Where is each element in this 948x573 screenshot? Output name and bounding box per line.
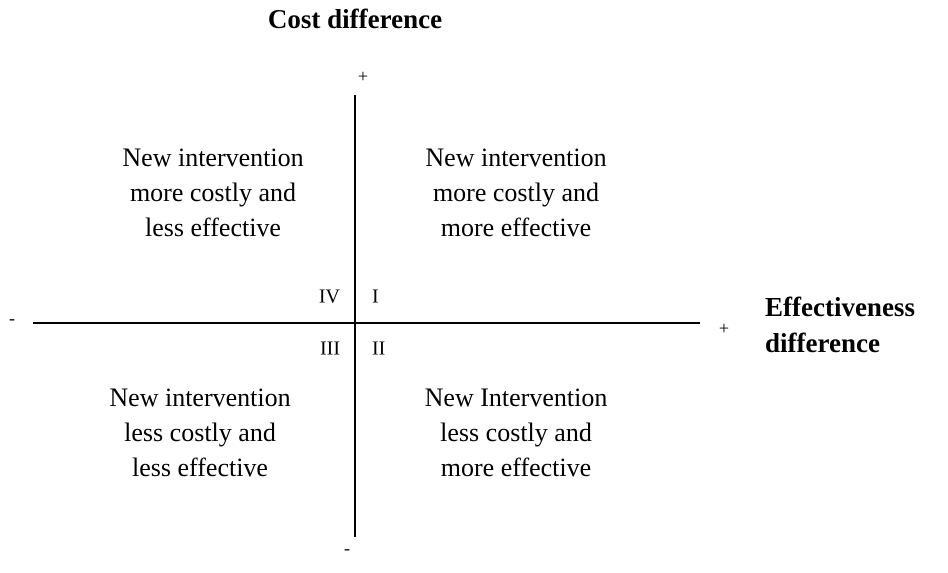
quadrant-text: New intervention [109, 383, 290, 412]
quadrant-text: less costly and [440, 418, 592, 447]
x-axis-label: Effectiveness [765, 292, 915, 322]
quadrant-numeral: IV [319, 286, 341, 308]
title: Cost difference [268, 4, 442, 34]
quadrant-text: less effective [132, 453, 268, 482]
quadrant-texts: New intervention more costly and more effe… [109, 143, 607, 482]
quadrant-numeral: III [320, 338, 340, 360]
quadrant-text: more effective [441, 453, 591, 482]
x-axis-right-sign: + [719, 318, 729, 338]
quadrant-text: New Intervention [425, 383, 608, 412]
quadrant-text: more costly and [433, 178, 599, 207]
y-axis-bottom-sign: - [344, 538, 350, 558]
quadrant-text: more effective [441, 213, 591, 242]
quadrant-text: less effective [145, 213, 281, 242]
quadrant-text: New intervention [425, 143, 606, 172]
y-axis-top-sign: + [358, 66, 368, 86]
x-axis-label: difference [765, 328, 880, 358]
x-axis-left-sign: - [9, 308, 15, 328]
quadrant-text: New intervention [122, 143, 303, 172]
quadrant-numeral: II [372, 338, 385, 360]
quadrant-numeral: I [372, 286, 379, 308]
quadrant-text: more costly and [130, 178, 296, 207]
quadrant-text: less costly and [124, 418, 276, 447]
